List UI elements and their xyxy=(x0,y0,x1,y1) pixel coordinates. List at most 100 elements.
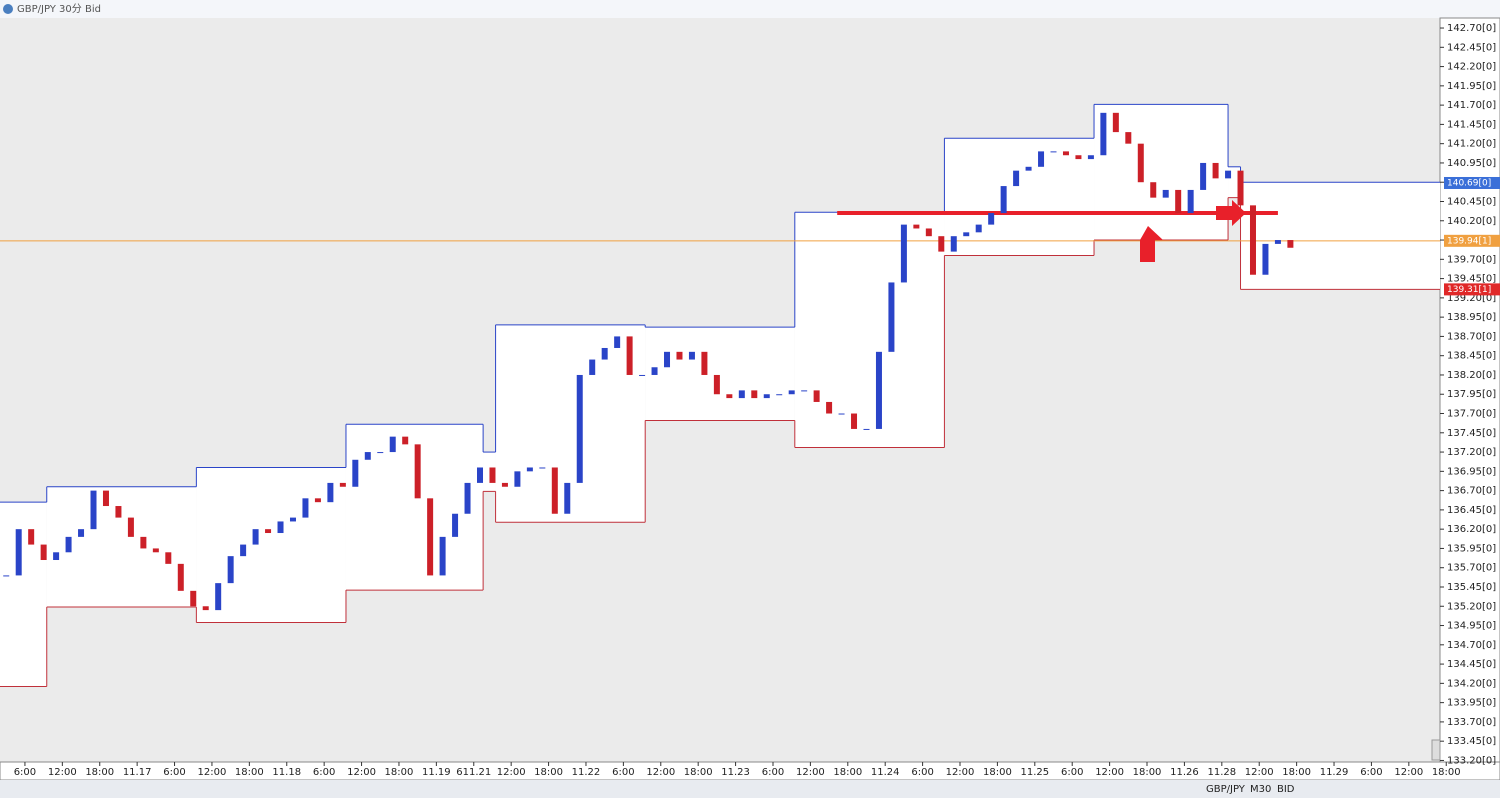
y-tick-label: 138.20[0] xyxy=(1447,370,1496,381)
range-box xyxy=(794,212,945,448)
candle xyxy=(813,390,820,402)
app-icon xyxy=(3,4,13,14)
candle xyxy=(1013,170,1020,187)
candle xyxy=(589,359,596,375)
y-tick-label: 133.20[0] xyxy=(1447,755,1496,766)
x-tick-label: 11.22 xyxy=(572,767,601,778)
candle xyxy=(78,529,85,537)
candle xyxy=(227,556,234,584)
candle xyxy=(302,498,309,518)
x-tick-label: 11.29 xyxy=(1320,767,1349,778)
x-tick-label: 11.18 xyxy=(272,767,301,778)
range-box xyxy=(0,502,47,687)
y-tick-label: 141.45[0] xyxy=(1447,119,1496,130)
candle xyxy=(127,517,134,537)
x-tick-label: 11.23 xyxy=(721,767,750,778)
scrollbar-thumb[interactable] xyxy=(1431,739,1441,761)
y-tick-label: 140.45[0] xyxy=(1447,196,1496,207)
x-tick-label: 11.19 xyxy=(422,767,451,778)
candle xyxy=(551,467,558,514)
x-tick-label: 11.26 xyxy=(1170,767,1199,778)
candle xyxy=(1100,112,1107,156)
y-tick-label: 136.70[0] xyxy=(1447,486,1496,497)
candle xyxy=(1125,132,1132,144)
y-tick-label: 134.45[0] xyxy=(1447,659,1496,670)
y-tick-label: 139.70[0] xyxy=(1447,254,1496,265)
candle xyxy=(165,552,172,564)
candle xyxy=(489,467,496,483)
x-tick-label: 18:00 xyxy=(1432,767,1461,778)
x-tick-label: 18:00 xyxy=(534,767,563,778)
x-tick-label: 11.25 xyxy=(1020,767,1049,778)
candle xyxy=(763,394,770,399)
candle xyxy=(1249,205,1256,275)
x-tick-label: 18:00 xyxy=(684,767,713,778)
candle xyxy=(851,413,858,429)
range-box xyxy=(1240,182,1440,290)
candle xyxy=(215,583,222,611)
candle xyxy=(688,351,695,360)
candle xyxy=(564,482,571,514)
candle xyxy=(539,467,546,469)
candle xyxy=(152,548,159,553)
y-tick-label: 142.70[0] xyxy=(1447,23,1496,34)
title-bar xyxy=(0,0,1500,18)
candle xyxy=(40,544,47,561)
candle xyxy=(863,428,870,430)
candle xyxy=(314,498,321,503)
candle xyxy=(501,482,508,487)
price-tag xyxy=(1444,176,1500,189)
x-tick-label: 611.21 xyxy=(456,767,491,778)
candle xyxy=(776,394,783,396)
x-tick-label: 18:00 xyxy=(833,767,862,778)
candle xyxy=(402,436,409,445)
candle xyxy=(1137,143,1144,183)
candle xyxy=(414,444,421,499)
y-tick-label: 136.95[0] xyxy=(1447,466,1496,477)
plot xyxy=(0,103,1440,687)
candle xyxy=(614,336,621,348)
candle xyxy=(115,506,122,518)
candle xyxy=(90,490,97,530)
candle xyxy=(28,529,35,545)
toolbar-symbol[interactable]: GBP/JPY xyxy=(1206,784,1246,795)
candle xyxy=(826,401,833,414)
y-tick-label: 137.95[0] xyxy=(1447,389,1496,400)
price-tag-label: 139.94[1] xyxy=(1447,236,1491,246)
range-box xyxy=(645,327,795,421)
candle xyxy=(377,452,384,454)
y-tick-label: 135.95[0] xyxy=(1447,543,1496,554)
candle xyxy=(352,459,359,487)
candle xyxy=(1212,162,1219,179)
candle xyxy=(439,536,446,576)
x-tick-label: 12:00 xyxy=(1095,767,1124,778)
price-axis xyxy=(1439,17,1500,763)
range-box xyxy=(944,138,1095,256)
range-box xyxy=(495,324,646,523)
candle xyxy=(65,536,72,553)
y-tick-label: 138.70[0] xyxy=(1447,331,1496,342)
y-tick-label: 136.45[0] xyxy=(1447,505,1496,516)
candle xyxy=(1274,240,1281,244)
candle xyxy=(177,563,184,591)
candle xyxy=(975,224,982,233)
candle xyxy=(664,351,671,368)
x-tick-label: 12:00 xyxy=(946,767,975,778)
candle xyxy=(1038,151,1045,167)
x-tick-label: 11.17 xyxy=(123,767,152,778)
y-tick-label: 141.20[0] xyxy=(1447,139,1496,150)
candle xyxy=(289,517,296,522)
arrow-right xyxy=(1216,200,1246,226)
y-tick-label: 139.20[0] xyxy=(1447,293,1496,304)
x-tick-label: 12:00 xyxy=(646,767,675,778)
price-tag xyxy=(1444,234,1500,247)
candle xyxy=(252,529,259,545)
x-tick-label: 6:00 xyxy=(313,767,335,778)
candle xyxy=(738,390,745,399)
x-tick-label: 6:00 xyxy=(1061,767,1083,778)
x-tick-label: 12:00 xyxy=(347,767,376,778)
toolbar-period[interactable]: M30 xyxy=(1250,784,1271,795)
toolbar-price-type[interactable]: BID xyxy=(1277,784,1295,795)
candle xyxy=(1150,182,1157,198)
